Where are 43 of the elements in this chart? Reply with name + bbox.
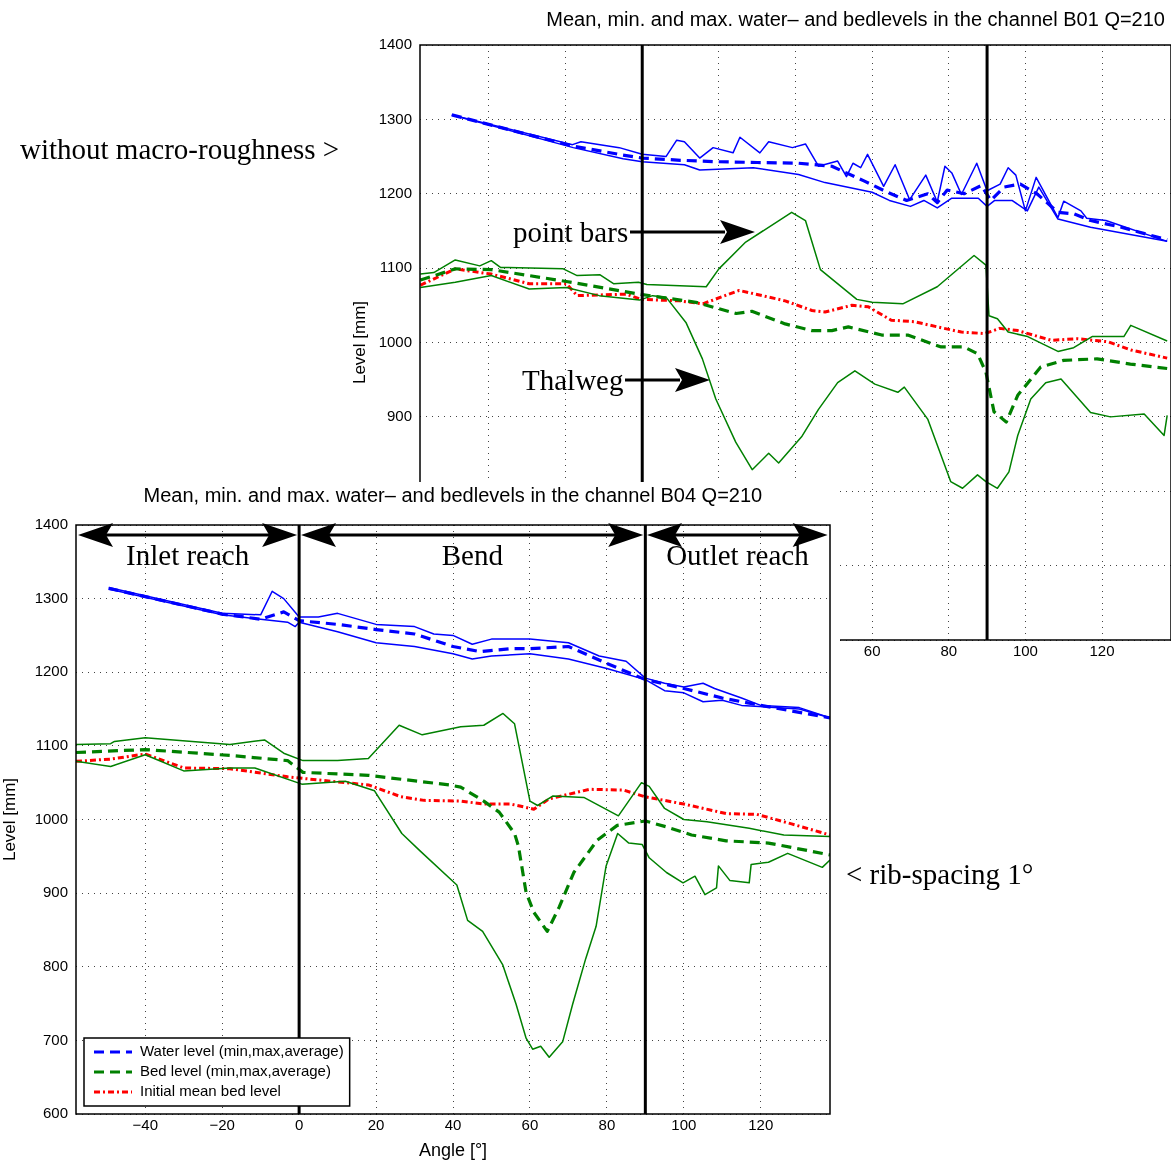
x-tick-label: 100: [1012, 642, 1038, 660]
x-tick-label: −20: [209, 1116, 235, 1134]
y-tick-label: 800: [42, 956, 68, 974]
y-tick-label: 700: [42, 1030, 68, 1048]
text: < rib-spacing 1°: [846, 858, 1034, 891]
legend-label: Bed level (min,max,average): [140, 1062, 331, 1080]
y-tick-label: 1300: [378, 109, 412, 127]
y-tick-label: 1400: [34, 515, 68, 533]
y-tick-label: 1000: [34, 809, 68, 827]
legend-label: Water level (min,max,average): [140, 1042, 344, 1060]
y-tick-label: 900: [386, 407, 412, 425]
x-tick-label: 120: [1089, 642, 1115, 660]
annotation: Outlet reach: [666, 539, 809, 572]
x-tick-label: 20: [367, 1116, 385, 1134]
y-tick-label: 1100: [379, 258, 412, 276]
x-tick-label: 120: [748, 1116, 774, 1134]
y-tick-label: 1100: [35, 736, 68, 754]
y-tick-label: 900: [42, 883, 68, 901]
y-tick-label: 1400: [378, 35, 412, 53]
x-tick-label: 60: [863, 642, 881, 660]
x-axis-title: Angle [°]: [418, 1140, 488, 1161]
annotation: Bend: [441, 539, 503, 572]
chart-title: Mean, min. and max. water– and bedlevels in the channel B01 Q=210: [546, 8, 1165, 31]
chart-title: Mean, min. and max. water– and bedlevels in the channel B04 Q=210: [143, 484, 763, 507]
x-tick-label: 60: [521, 1116, 539, 1134]
x-tick-label: −40: [132, 1116, 158, 1134]
y-tick-label: 1000: [378, 332, 412, 350]
y-axis-title: Level [mm]: [349, 300, 369, 385]
x-tick-label: 40: [444, 1116, 462, 1134]
y-tick-label: 600: [42, 1104, 68, 1122]
y-tick-label: 1300: [34, 588, 68, 606]
y-tick-label: 1200: [34, 662, 68, 680]
text: without macro-roughness >: [20, 133, 340, 166]
annotation: Inlet reach: [126, 539, 250, 572]
x-tick-label: 0: [294, 1116, 304, 1134]
x-tick-label: 80: [598, 1116, 616, 1134]
x-tick-label: 100: [671, 1116, 697, 1134]
annotation: Thalweg: [522, 363, 624, 397]
legend-label: Initial mean bed level: [140, 1082, 281, 1100]
y-tick-label: 1200: [378, 183, 412, 201]
x-tick-label: 80: [940, 642, 958, 660]
annotation: point bars: [513, 215, 629, 249]
y-axis-title: Level [mm]: [0, 777, 19, 862]
